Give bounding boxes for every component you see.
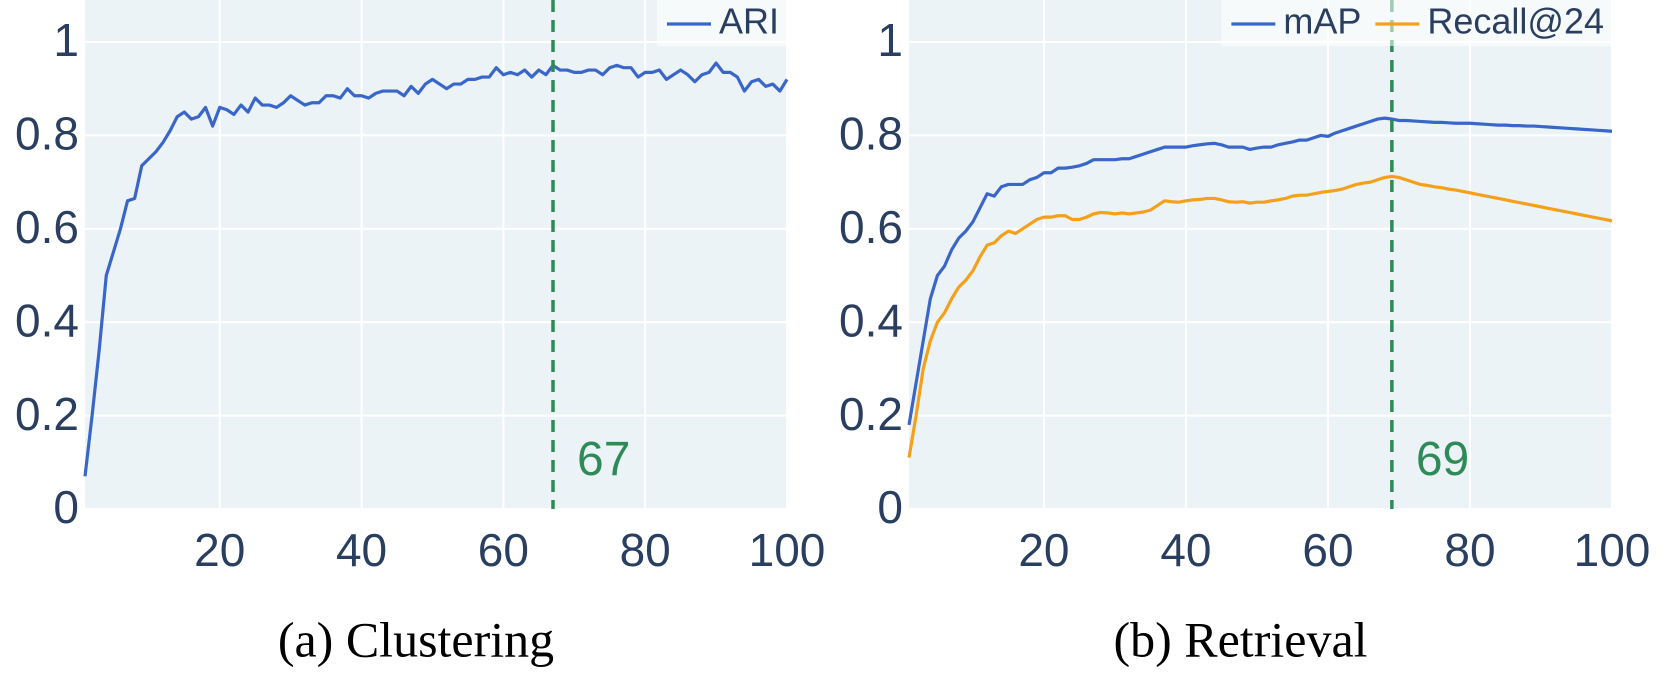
y-tick-label: 0.8: [15, 108, 79, 160]
legend-label: ARI: [719, 1, 779, 42]
y-tick-label: 0.8: [839, 108, 903, 160]
x-tick-label: 100: [1574, 524, 1651, 576]
y-tick-label: 1: [877, 14, 903, 66]
y-tick-label: 0: [877, 481, 903, 533]
marker-label: 69: [1416, 433, 1469, 486]
marker-label: 67: [577, 433, 630, 486]
series-line: [907, 174, 1613, 458]
plot-background: [909, 0, 1612, 509]
plot-background: [85, 0, 787, 509]
x-tick-label: 60: [478, 524, 529, 576]
subplot: 69 0 0.2 0.4 0.6 0.8 1 20 40 60 80 100 Recall@24 mAP (…: [839, 0, 1650, 667]
y-tick-label: 0: [53, 481, 79, 533]
x-tick-label: 80: [620, 524, 671, 576]
x-tick-label: 80: [1444, 524, 1495, 576]
y-tick-label: 0.6: [839, 201, 903, 253]
legend-label: Recall@24: [1427, 1, 1604, 42]
x-tick-label: 60: [1302, 524, 1353, 576]
x-tick-label: 40: [336, 524, 387, 576]
y-tick-label: 0.6: [15, 201, 79, 253]
x-tick-label: 20: [194, 524, 245, 576]
series-line: [907, 116, 1613, 426]
y-tick-label: 1: [53, 14, 79, 66]
legend-label: mAP: [1283, 1, 1361, 42]
series-line: [83, 61, 789, 477]
legend: ARI: [656, 0, 787, 46]
y-tick-label: 0.4: [839, 294, 903, 346]
y-tick-label: 0.2: [839, 388, 903, 440]
legend: Recall@24 mAP: [1221, 0, 1612, 46]
subplot: 67 0 0.2 0.4 0.6 0.8 1 20 40 60 80 100 ARI (a) Cluste…: [15, 0, 825, 667]
caption: (a) Clustering: [278, 611, 554, 667]
y-tick-label: 0.4: [15, 294, 79, 346]
x-tick-label: 20: [1018, 524, 1069, 576]
y-tick-label: 0.2: [15, 388, 79, 440]
x-tick-label: 40: [1160, 524, 1211, 576]
caption: (b) Retrieval: [1113, 611, 1367, 667]
x-tick-label: 100: [749, 524, 826, 576]
